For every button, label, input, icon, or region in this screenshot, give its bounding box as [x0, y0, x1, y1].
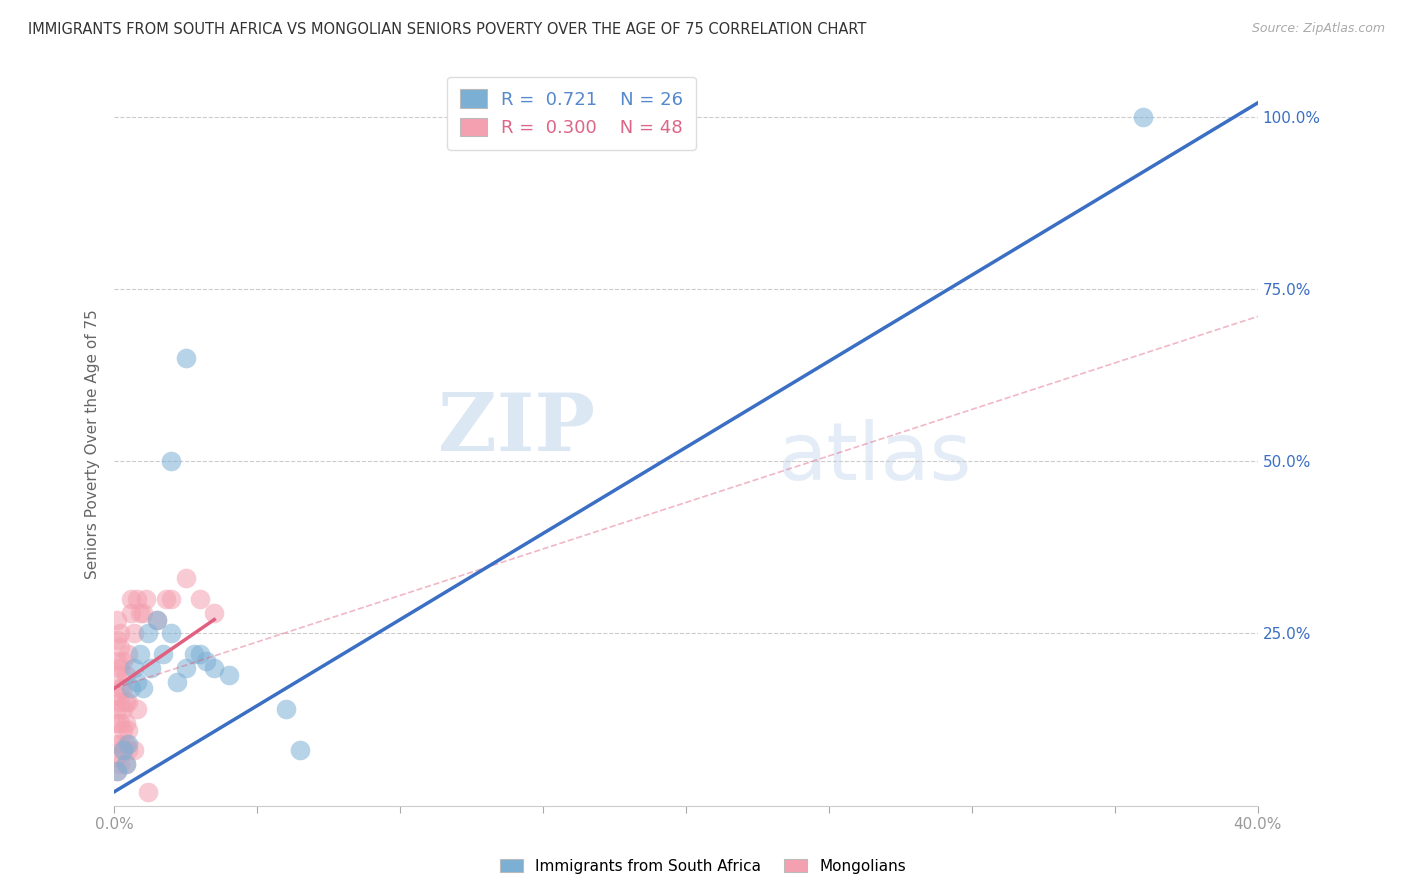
Y-axis label: Seniors Poverty Over the Age of 75: Seniors Poverty Over the Age of 75 — [86, 309, 100, 579]
Point — [117, 743, 139, 757]
Point — [183, 647, 205, 661]
Point — [114, 667, 136, 681]
Point — [188, 591, 211, 606]
Point — [138, 785, 160, 799]
Point — [111, 702, 134, 716]
Point — [114, 757, 136, 772]
Point — [105, 764, 128, 779]
Point — [122, 661, 145, 675]
Point — [105, 613, 128, 627]
Point — [141, 661, 163, 675]
Point — [146, 613, 169, 627]
Point — [105, 667, 128, 681]
Point — [174, 571, 197, 585]
Point — [129, 647, 152, 661]
Legend: R =  0.721    N = 26, R =  0.300    N = 48: R = 0.721 N = 26, R = 0.300 N = 48 — [447, 77, 696, 150]
Point — [105, 715, 128, 730]
Point — [105, 654, 128, 668]
Point — [135, 591, 157, 606]
Point — [202, 661, 225, 675]
Point — [188, 647, 211, 661]
Text: atlas: atlas — [778, 419, 972, 498]
Point — [120, 681, 142, 696]
Point — [138, 626, 160, 640]
Point — [108, 681, 131, 696]
Point — [111, 743, 134, 757]
Point — [105, 633, 128, 648]
Point — [117, 737, 139, 751]
Point — [114, 737, 136, 751]
Point — [274, 702, 297, 716]
Point — [218, 667, 240, 681]
Point — [132, 606, 155, 620]
Point — [160, 454, 183, 468]
Point — [114, 715, 136, 730]
Point — [122, 743, 145, 757]
Point — [166, 674, 188, 689]
Point — [111, 654, 134, 668]
Point — [108, 640, 131, 654]
Point — [120, 591, 142, 606]
Point — [155, 591, 177, 606]
Point — [194, 654, 217, 668]
Point — [108, 661, 131, 675]
Point — [117, 695, 139, 709]
Point — [117, 647, 139, 661]
Point — [111, 681, 134, 696]
Point — [202, 606, 225, 620]
Point — [152, 647, 174, 661]
Point — [122, 626, 145, 640]
Point — [160, 591, 183, 606]
Point — [125, 674, 148, 689]
Point — [132, 681, 155, 696]
Point — [129, 606, 152, 620]
Point — [105, 702, 128, 716]
Legend: Immigrants from South Africa, Mongolians: Immigrants from South Africa, Mongolians — [494, 853, 912, 880]
Point — [105, 737, 128, 751]
Point — [146, 613, 169, 627]
Point — [108, 737, 131, 751]
Point — [1132, 110, 1154, 124]
Point — [111, 723, 134, 737]
Point — [105, 764, 128, 779]
Text: Source: ZipAtlas.com: Source: ZipAtlas.com — [1251, 22, 1385, 36]
Point — [111, 743, 134, 757]
Point — [125, 702, 148, 716]
Point — [105, 750, 128, 764]
Point — [108, 626, 131, 640]
Text: IMMIGRANTS FROM SOUTH AFRICA VS MONGOLIAN SENIORS POVERTY OVER THE AGE OF 75 COR: IMMIGRANTS FROM SOUTH AFRICA VS MONGOLIA… — [28, 22, 866, 37]
Point — [114, 757, 136, 772]
Point — [174, 661, 197, 675]
Point — [160, 626, 183, 640]
Point — [108, 695, 131, 709]
Point — [108, 757, 131, 772]
Point — [288, 743, 311, 757]
Point — [114, 695, 136, 709]
Point — [108, 715, 131, 730]
Point — [174, 351, 197, 365]
Point — [105, 689, 128, 703]
Point — [125, 591, 148, 606]
Point — [120, 606, 142, 620]
Point — [117, 723, 139, 737]
Text: ZIP: ZIP — [437, 391, 595, 468]
